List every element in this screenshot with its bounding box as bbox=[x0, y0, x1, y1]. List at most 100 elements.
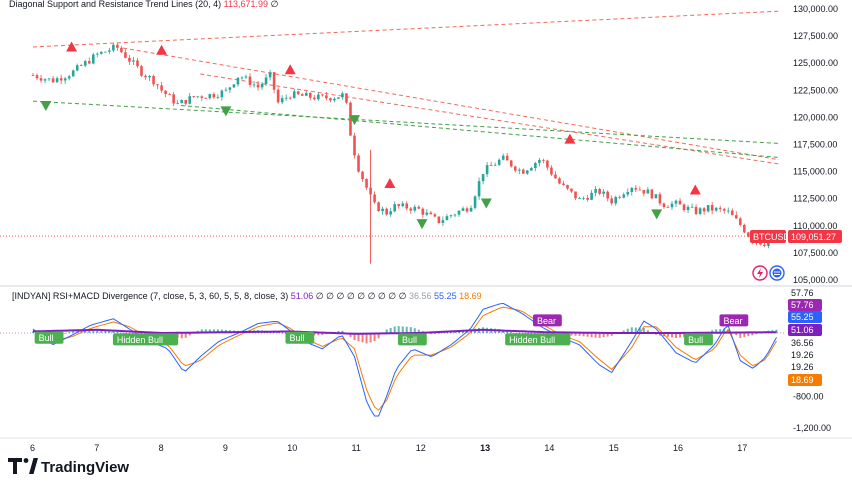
histogram-bar bbox=[96, 330, 99, 333]
histogram-bar bbox=[401, 326, 404, 333]
histogram-bar bbox=[341, 330, 344, 333]
candle-body bbox=[642, 189, 646, 194]
candle-body bbox=[321, 94, 324, 96]
candle-body bbox=[87, 61, 91, 64]
candle-body bbox=[469, 207, 473, 212]
support-line bbox=[32, 100, 779, 144]
price-tick-label: 120,000.00 bbox=[793, 112, 838, 122]
x-tick-label: 7 bbox=[94, 443, 99, 453]
candle-body bbox=[244, 76, 248, 78]
candle-body bbox=[654, 194, 658, 199]
histogram-bar bbox=[80, 330, 83, 333]
x-tick-label: 10 bbox=[287, 443, 297, 453]
candle-body bbox=[429, 212, 433, 215]
symbol-tag bbox=[750, 230, 786, 243]
candle-body bbox=[610, 198, 613, 204]
histogram-bar bbox=[606, 333, 609, 337]
axes: 130,000.00 127,500.00 125,000.00 122,500.00… bbox=[0, 4, 852, 453]
candle-body bbox=[722, 208, 726, 211]
candle-body bbox=[280, 98, 284, 103]
price-tick-label: 107,500.00 bbox=[793, 248, 838, 258]
candle-body bbox=[385, 208, 388, 215]
candle-body bbox=[124, 52, 127, 58]
support-signal bbox=[220, 106, 232, 117]
candle-body bbox=[767, 241, 770, 246]
candle-body bbox=[373, 194, 376, 203]
candle-body bbox=[357, 155, 360, 172]
histogram-bar bbox=[638, 327, 641, 333]
candle-body bbox=[445, 216, 449, 221]
histogram-bar bbox=[670, 333, 673, 338]
histogram-bar bbox=[212, 329, 215, 333]
candle-body bbox=[682, 204, 686, 211]
candle-body bbox=[51, 78, 55, 83]
histogram-bar bbox=[393, 326, 396, 333]
candle-body bbox=[714, 207, 718, 211]
candle-body bbox=[132, 60, 135, 62]
candle-body bbox=[441, 220, 445, 224]
candle-body bbox=[313, 97, 316, 100]
histogram-bar bbox=[610, 333, 613, 336]
x-tick-label: 14 bbox=[544, 443, 554, 453]
price-tick-label: 125,000.00 bbox=[793, 58, 838, 68]
histogram-bar bbox=[417, 329, 420, 333]
candle-body bbox=[341, 93, 344, 98]
histogram-bar bbox=[413, 328, 416, 333]
candle-body bbox=[393, 204, 396, 212]
candle-body bbox=[188, 96, 192, 104]
candle-body bbox=[734, 215, 738, 219]
support-signal bbox=[416, 219, 428, 230]
osc-value-tag-label: 51.06 bbox=[791, 325, 814, 335]
candle-body bbox=[377, 202, 380, 212]
x-tick-label: 13 bbox=[480, 443, 490, 453]
flag-icon[interactable] bbox=[769, 265, 785, 281]
candle-body bbox=[184, 99, 188, 104]
candle-body bbox=[710, 205, 714, 211]
candle-body bbox=[136, 60, 139, 67]
candle-body bbox=[248, 76, 252, 85]
candle-body bbox=[276, 89, 280, 103]
histogram-bar bbox=[755, 333, 758, 335]
brand-name: TradingView bbox=[41, 459, 129, 476]
candle-body bbox=[501, 155, 505, 160]
price-tick-label: 130,000.00 bbox=[793, 4, 838, 14]
candle-body bbox=[586, 198, 589, 200]
candle-body bbox=[71, 70, 75, 77]
candle-body bbox=[128, 57, 131, 62]
resistance-signal bbox=[284, 64, 296, 75]
candle-body bbox=[526, 170, 529, 174]
histogram-bar bbox=[377, 333, 380, 339]
candle-body bbox=[739, 218, 742, 225]
osc-value-tag bbox=[788, 374, 822, 386]
candle-body bbox=[288, 97, 292, 99]
histogram-bar bbox=[68, 332, 71, 333]
candle-body bbox=[264, 77, 268, 84]
candle-body bbox=[353, 135, 356, 156]
candle-body bbox=[594, 189, 597, 193]
lightning-icon[interactable] bbox=[752, 265, 768, 281]
histogram-bar bbox=[743, 333, 746, 338]
candle-body bbox=[662, 203, 666, 208]
candle-body bbox=[317, 94, 320, 100]
candle-body bbox=[333, 98, 336, 101]
histogram-bar bbox=[409, 327, 412, 333]
osc-value-12: 18.69 bbox=[459, 291, 482, 301]
histogram-bar bbox=[92, 330, 95, 333]
histogram-bar bbox=[188, 333, 191, 336]
candle-body bbox=[521, 169, 525, 174]
candle-body bbox=[538, 159, 541, 164]
candle-body bbox=[678, 200, 682, 205]
candle-body bbox=[216, 97, 220, 98]
candle-body bbox=[674, 200, 678, 204]
histogram-bar bbox=[357, 333, 360, 342]
candle-body bbox=[702, 208, 706, 212]
histogram-bar bbox=[361, 333, 364, 343]
candle-body bbox=[743, 224, 746, 233]
resistance-signal bbox=[384, 178, 396, 189]
histogram-bar bbox=[598, 333, 601, 338]
resistance-line bbox=[200, 73, 779, 165]
divergence-tag bbox=[719, 314, 749, 327]
histogram-bar bbox=[626, 328, 629, 333]
candle-body bbox=[686, 206, 690, 211]
candle-body bbox=[481, 174, 485, 182]
